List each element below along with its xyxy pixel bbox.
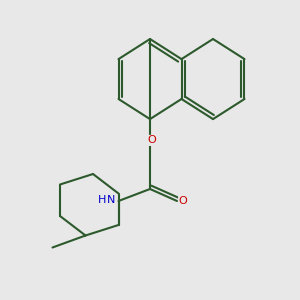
- Text: N: N: [107, 195, 115, 206]
- Text: O: O: [178, 196, 188, 206]
- Text: O: O: [147, 135, 156, 146]
- Text: H: H: [98, 195, 106, 206]
